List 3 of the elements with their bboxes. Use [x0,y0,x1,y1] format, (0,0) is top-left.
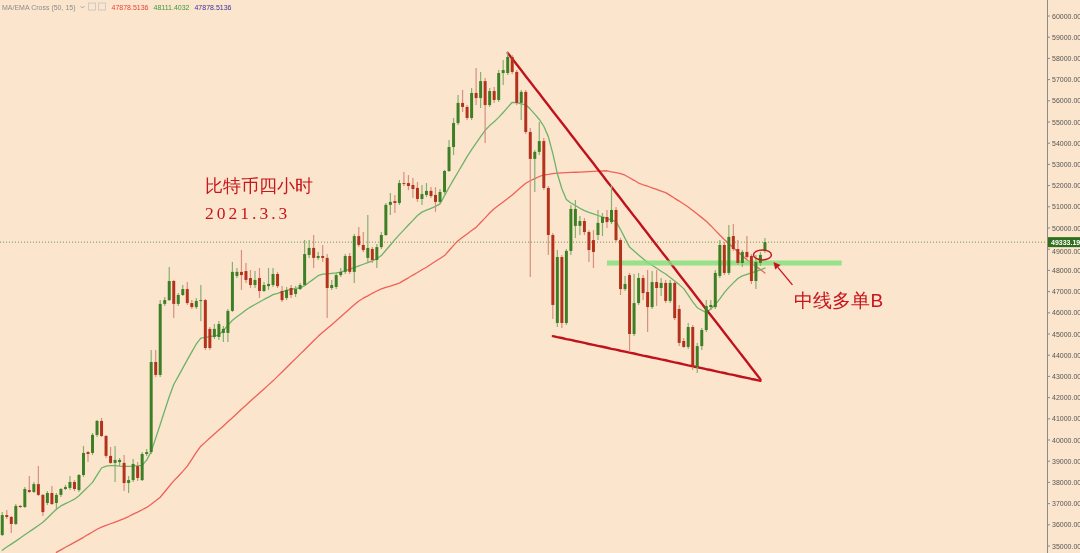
title: 比特币四小时 [205,176,313,196]
subtitle: 2021.3.3 [205,203,291,223]
annotation: 中线多单B [794,290,884,312]
